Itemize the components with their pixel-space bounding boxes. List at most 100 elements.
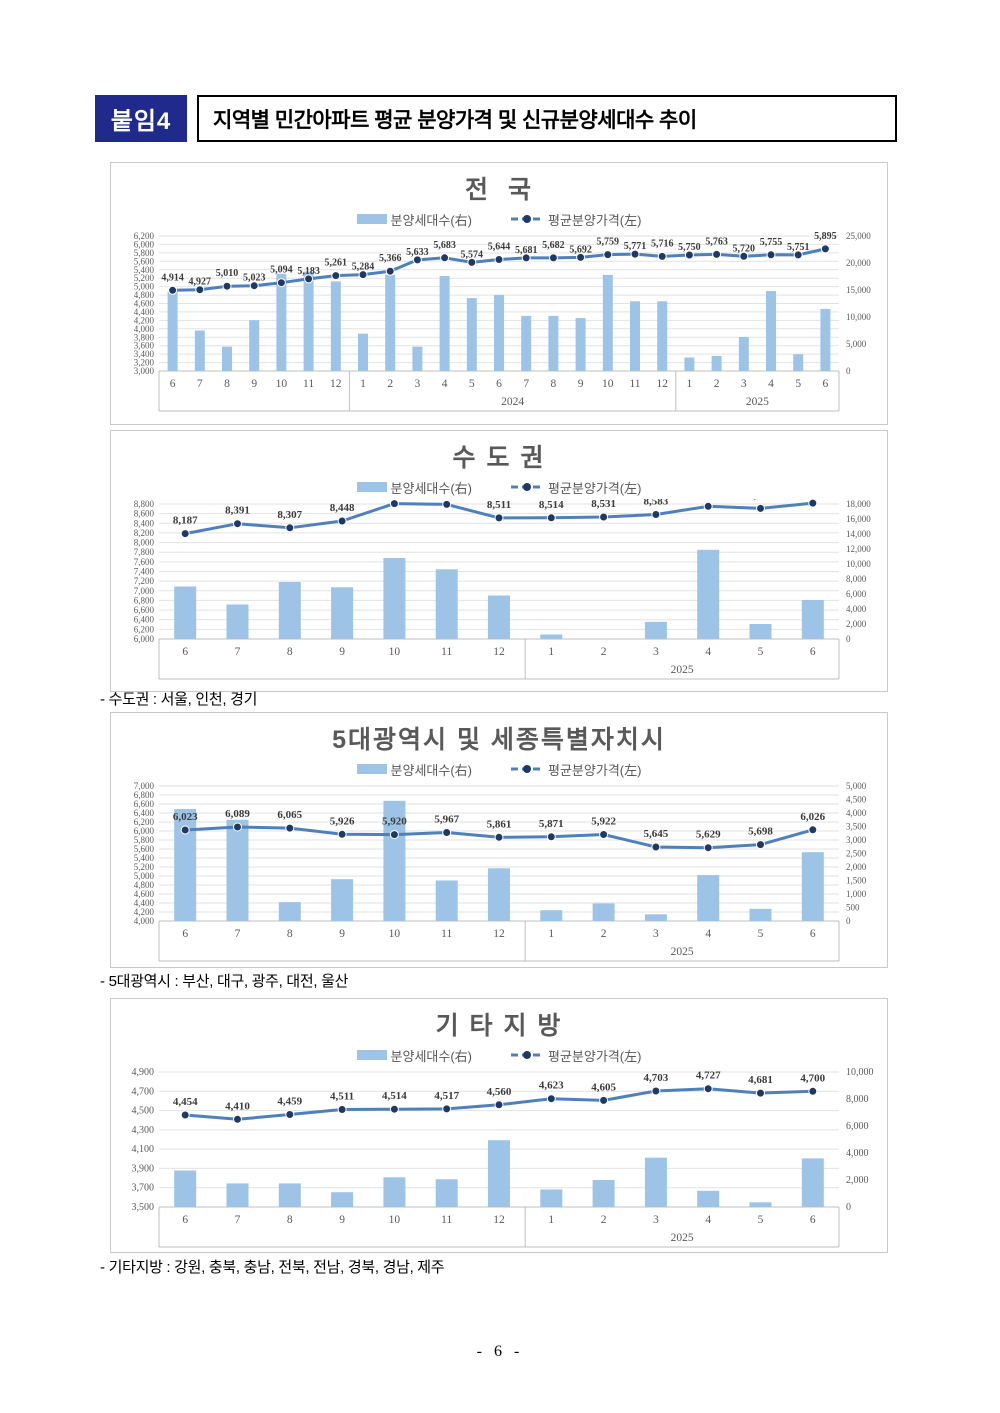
svg-text:4: 4 [768, 378, 774, 390]
svg-text:4,514: 4,514 [382, 1090, 407, 1102]
bar [749, 1202, 772, 1207]
svg-text:8,000: 8,000 [846, 574, 867, 584]
svg-text:1: 1 [687, 378, 693, 390]
bar [278, 902, 301, 921]
svg-text:5,633: 5,633 [406, 247, 429, 258]
data-labels: 4,914 4,927 5,010 5,023 5,094 5,183 5,261 5,284… [161, 231, 836, 288]
bar [331, 1192, 354, 1207]
svg-text:8,583: 8,583 [644, 499, 669, 508]
bar [592, 903, 615, 921]
line-marker [756, 840, 765, 850]
line-marker [233, 822, 242, 832]
svg-text:2: 2 [601, 1214, 607, 1226]
svg-text:4,927: 4,927 [189, 277, 212, 288]
bar [766, 291, 776, 371]
svg-text:5,000: 5,000 [134, 871, 155, 881]
line-marker [331, 271, 341, 281]
svg-text:5,284: 5,284 [352, 262, 375, 273]
chart-panel-metro-cities: 5대광역시 및 세종특별자치시 분양세대수(右) 평균분양가격(左) 4,000… [110, 712, 888, 968]
footnote-capital-region: - 수도권 : 서울, 인천, 경기 [100, 691, 258, 708]
svg-text:5,759: 5,759 [597, 237, 620, 248]
svg-text:5,800: 5,800 [134, 248, 155, 258]
bar [488, 595, 510, 639]
legend-line-label: 평균분양가격(左) [548, 212, 642, 228]
svg-text:12,000: 12,000 [846, 544, 871, 554]
legend-bar-label: 분양세대수(右) [390, 1048, 473, 1064]
svg-text:5,698: 5,698 [748, 826, 773, 838]
svg-text:4,400: 4,400 [134, 307, 155, 317]
bar [749, 908, 772, 921]
svg-text:5,771: 5,771 [624, 241, 647, 252]
legend-line-label: 평균분양가격(左) [548, 762, 642, 778]
bar [793, 354, 804, 371]
line-marker [548, 253, 558, 263]
svg-text:7,000: 7,000 [134, 586, 155, 596]
line-marker [233, 519, 242, 529]
svg-text:3,500: 3,500 [132, 1202, 155, 1213]
svg-text:5,967: 5,967 [434, 814, 459, 826]
svg-text:11: 11 [441, 928, 452, 940]
svg-text:2,000: 2,000 [846, 619, 867, 629]
bar-swatch-icon [356, 1050, 387, 1060]
svg-text:14,000: 14,000 [846, 529, 871, 539]
svg-text:7,800: 7,800 [134, 547, 155, 557]
svg-text:5,895: 5,895 [814, 231, 837, 242]
svg-text:7: 7 [235, 928, 241, 940]
svg-text:5: 5 [758, 1214, 764, 1226]
bar [697, 875, 720, 921]
legend-line-item: 평균분양가격(左) [510, 478, 641, 497]
bar [644, 621, 667, 640]
bar [540, 634, 563, 639]
line-marker [546, 513, 556, 523]
svg-text:5,922: 5,922 [591, 816, 616, 828]
svg-text:5,023: 5,023 [243, 273, 266, 284]
chart-panel-capital-region: 수 도 권 분양세대수(右) 평균분양가격(左) 6,000 6,200 6,400… [110, 430, 888, 692]
svg-text:8: 8 [287, 646, 293, 658]
svg-text:4,800: 4,800 [134, 880, 155, 890]
line-marker-icon [511, 215, 544, 223]
svg-text:6: 6 [810, 646, 816, 658]
bar [194, 330, 205, 371]
chart-plot-area: 6,000 6,200 6,400 6,600 6,800 7,000 7,200 7,400… [111, 484, 889, 685]
chart-title: 기 타 지 방 [435, 1012, 563, 1040]
svg-text:6: 6 [810, 1214, 816, 1226]
bar [575, 318, 586, 371]
svg-text:5,920: 5,920 [382, 816, 407, 828]
svg-text:8,400: 8,400 [134, 518, 155, 528]
svg-text:5,629: 5,629 [696, 829, 721, 841]
bar-series [174, 549, 824, 640]
bar [226, 1183, 249, 1207]
footnote-metro-cities: - 5대광역시 : 부산, 대구, 광주, 대전, 울산 [100, 973, 349, 990]
svg-text:6,089: 6,089 [225, 808, 250, 820]
svg-text:4,511: 4,511 [330, 1091, 354, 1103]
price-line-series [180, 498, 818, 539]
line-marker [712, 249, 722, 259]
bar [801, 852, 824, 921]
svg-text:2: 2 [714, 378, 720, 390]
line-marker [389, 830, 399, 840]
bar [540, 910, 563, 921]
chart-canvas: 3,0003,2003,4003,6003,8004,0004,2004,400… [134, 231, 871, 412]
svg-text:5,720: 5,720 [733, 243, 756, 254]
svg-text:4,700: 4,700 [132, 1086, 155, 1097]
svg-text:10: 10 [389, 1214, 401, 1226]
bar-swatch-icon [356, 764, 387, 774]
legend-line-label: 평균분양가격(左) [548, 1048, 642, 1064]
bar [435, 569, 458, 640]
svg-text:1: 1 [360, 378, 366, 390]
svg-text:5,861: 5,861 [487, 818, 512, 830]
svg-text:6,000: 6,000 [846, 589, 867, 599]
line-marker [808, 498, 818, 508]
bar [738, 337, 749, 371]
svg-text:4,800: 4,800 [134, 290, 155, 300]
svg-text:4,454: 4,454 [173, 1096, 198, 1108]
bar-series [167, 271, 831, 371]
svg-text:12: 12 [330, 378, 342, 390]
svg-text:6: 6 [170, 378, 176, 390]
svg-text:10: 10 [389, 928, 401, 940]
bar [684, 357, 695, 371]
line-marker-icon [511, 765, 544, 773]
